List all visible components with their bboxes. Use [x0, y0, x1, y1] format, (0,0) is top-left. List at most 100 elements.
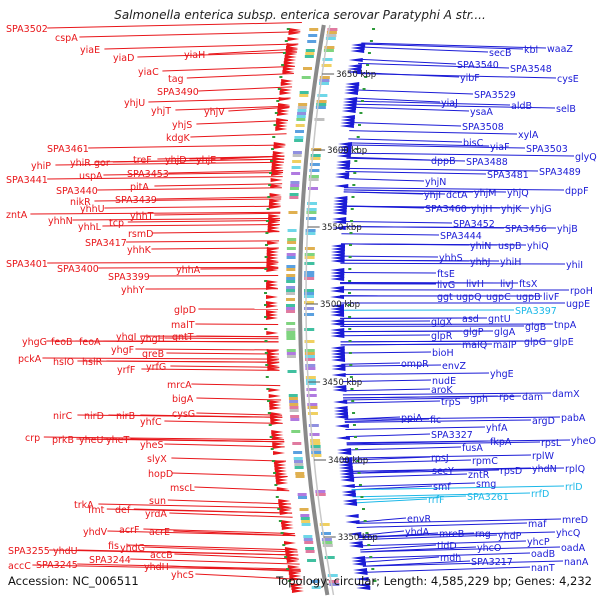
gene-label-left[interactable]: yhdG — [120, 543, 145, 554]
gene-label-right[interactable]: yhjM — [474, 188, 496, 199]
gene-label-right[interactable]: glpR — [431, 331, 453, 342]
gene-label-right[interactable]: bisC — [463, 138, 484, 149]
gene-label-right[interactable]: yhhS — [439, 253, 463, 264]
gene-label-left[interactable]: feoA — [79, 337, 101, 348]
gene-label-right[interactable]: rng — [475, 529, 491, 540]
gene-label-right[interactable]: tldD — [437, 541, 457, 552]
gene-label-right[interactable]: glyQ — [575, 152, 597, 163]
gene-label-right[interactable]: glgP — [463, 327, 484, 338]
gene-label-left[interactable]: yiaH — [184, 50, 205, 61]
gene-label-right[interactable]: fusA — [462, 443, 483, 454]
gene-label-right[interactable]: ugpE — [566, 299, 590, 310]
gene-label-left[interactable]: SPA3244 — [89, 555, 131, 566]
gene-label-right[interactable]: zntR — [468, 470, 490, 481]
gene-label-left[interactable]: yhjT — [151, 106, 171, 117]
gene-label-right[interactable]: ppiA — [401, 413, 423, 424]
gene-label-right[interactable]: oadB — [531, 549, 555, 560]
gene-label-right[interactable]: SPA3481 — [487, 170, 529, 181]
gene-label-left[interactable]: yiaD — [113, 53, 134, 64]
gene-label-left[interactable]: treF — [133, 155, 152, 166]
gene-label-right[interactable]: SPA3548 — [510, 64, 552, 75]
gene-label-right[interactable]: glpE — [553, 337, 574, 348]
gene-label-right[interactable]: ftsX — [519, 279, 538, 290]
gene-label-right[interactable]: bioH — [432, 348, 454, 359]
gene-label-right[interactable]: SPA3508 — [462, 122, 504, 133]
gene-label-right[interactable]: SPA3456 — [505, 224, 547, 235]
gene-label-left[interactable]: yhcS — [171, 570, 194, 581]
gene-label-right[interactable]: argD — [532, 416, 555, 427]
gene-label-left[interactable]: yhdU — [53, 546, 78, 557]
gene-label-left[interactable]: hslO — [53, 357, 74, 368]
gene-label-right[interactable]: rrlD — [565, 482, 583, 493]
gene-label-right[interactable]: yibF — [460, 73, 480, 84]
gene-label-left[interactable]: yhjS — [172, 120, 192, 131]
gene-label-left[interactable]: yheT — [106, 435, 129, 446]
gene-label-left[interactable]: yrdA — [145, 509, 167, 520]
gene-label-right[interactable]: rpsJ — [431, 453, 449, 464]
gene-label-right[interactable]: aldB — [511, 101, 532, 112]
gene-label-right[interactable]: rpoH — [570, 286, 593, 297]
gene-label-right[interactable]: livH — [466, 279, 484, 290]
gene-label-right[interactable]: SPA3529 — [474, 90, 516, 101]
gene-label-right[interactable]: livF — [543, 292, 559, 303]
gene-label-left[interactable]: cspA — [55, 33, 78, 44]
gene-label-right[interactable]: dam — [522, 392, 543, 403]
gene-label-right[interactable]: ftsE — [437, 269, 455, 280]
gene-label-right[interactable]: smg — [476, 479, 496, 490]
gene-label-right[interactable]: waaZ — [547, 44, 573, 55]
gene-label-left[interactable]: yheS — [140, 440, 164, 451]
gene-label-right[interactable]: livG — [437, 280, 455, 291]
gene-label-left[interactable]: yhhU — [80, 204, 105, 215]
gene-label-left[interactable]: yheU — [79, 435, 103, 446]
gene-label-right[interactable]: aroK — [431, 385, 453, 396]
gene-label-right[interactable]: mreB — [439, 529, 464, 540]
gene-label-left[interactable]: fmt — [88, 505, 105, 516]
gene-label-left[interactable]: feoB — [51, 337, 73, 348]
gene-label-left[interactable]: yiaC — [138, 67, 159, 78]
gene-label-right[interactable]: pabA — [561, 413, 586, 424]
gene-label-left[interactable]: zntA — [6, 210, 28, 221]
gene-label-left[interactable]: uspA — [79, 171, 103, 182]
gene-label-left[interactable]: yhgF — [111, 345, 134, 356]
gene-label-left[interactable]: yhiR — [70, 158, 91, 169]
gene-label-right[interactable]: uspB — [498, 241, 522, 252]
gene-label-left[interactable]: yhiP — [31, 161, 51, 172]
gene-label-right[interactable]: yhjB — [557, 224, 578, 235]
gene-label-right[interactable]: yhiN — [470, 241, 491, 252]
gene-label-right[interactable]: yhcP — [527, 537, 550, 548]
gene-label-right[interactable]: SPA3261 — [467, 492, 509, 503]
gene-label-left[interactable]: hslR — [82, 357, 103, 368]
gene-label-right[interactable]: SPA3452 — [453, 219, 495, 230]
gene-label-left[interactable]: yhdH — [144, 562, 169, 573]
gene-label-right[interactable]: envZ — [442, 361, 466, 372]
gene-label-right[interactable]: kbl — [524, 45, 538, 56]
gene-label-left[interactable]: pckA — [18, 354, 42, 365]
gene-label-left[interactable]: prkB — [52, 435, 74, 446]
gene-label-right[interactable]: yhjK — [501, 204, 522, 215]
gene-label-right[interactable]: ugpB — [516, 292, 541, 303]
gene-label-right[interactable]: ompR — [401, 359, 429, 370]
gene-label-left[interactable]: yhjV — [204, 107, 225, 118]
gene-label-left[interactable]: gor — [94, 158, 110, 169]
gene-label-right[interactable]: maf — [528, 519, 547, 530]
gene-label-left[interactable]: yhhT — [130, 211, 154, 222]
gene-label-right[interactable]: yheO — [571, 436, 596, 447]
gene-label-right[interactable]: yhhJ — [470, 257, 490, 268]
gene-label-right[interactable]: ggt — [437, 292, 453, 303]
gene-label-right[interactable]: rpsD — [500, 466, 522, 477]
gene-label-right[interactable]: yhiQ — [527, 241, 549, 252]
gene-label-left[interactable]: nirB — [116, 411, 135, 422]
gene-label-right[interactable]: SPA3503 — [526, 144, 568, 155]
gene-label-left[interactable]: SPA3441 — [6, 175, 48, 186]
gene-label-right[interactable]: yhjG — [530, 204, 552, 215]
gene-label-left[interactable]: sun — [149, 496, 166, 507]
gene-label-right[interactable]: dppF — [565, 186, 589, 197]
gene-label-left[interactable]: yrfG — [146, 362, 166, 373]
gene-label-left[interactable]: tcp — [109, 218, 124, 229]
gene-label-right[interactable]: nanA — [564, 557, 589, 568]
gene-label-right[interactable]: glgA — [494, 327, 516, 338]
gene-label-right[interactable]: rrfF — [428, 495, 444, 506]
gene-label-left[interactable]: nirD — [84, 411, 104, 422]
gene-label-left[interactable]: SPA3399 — [108, 272, 150, 283]
